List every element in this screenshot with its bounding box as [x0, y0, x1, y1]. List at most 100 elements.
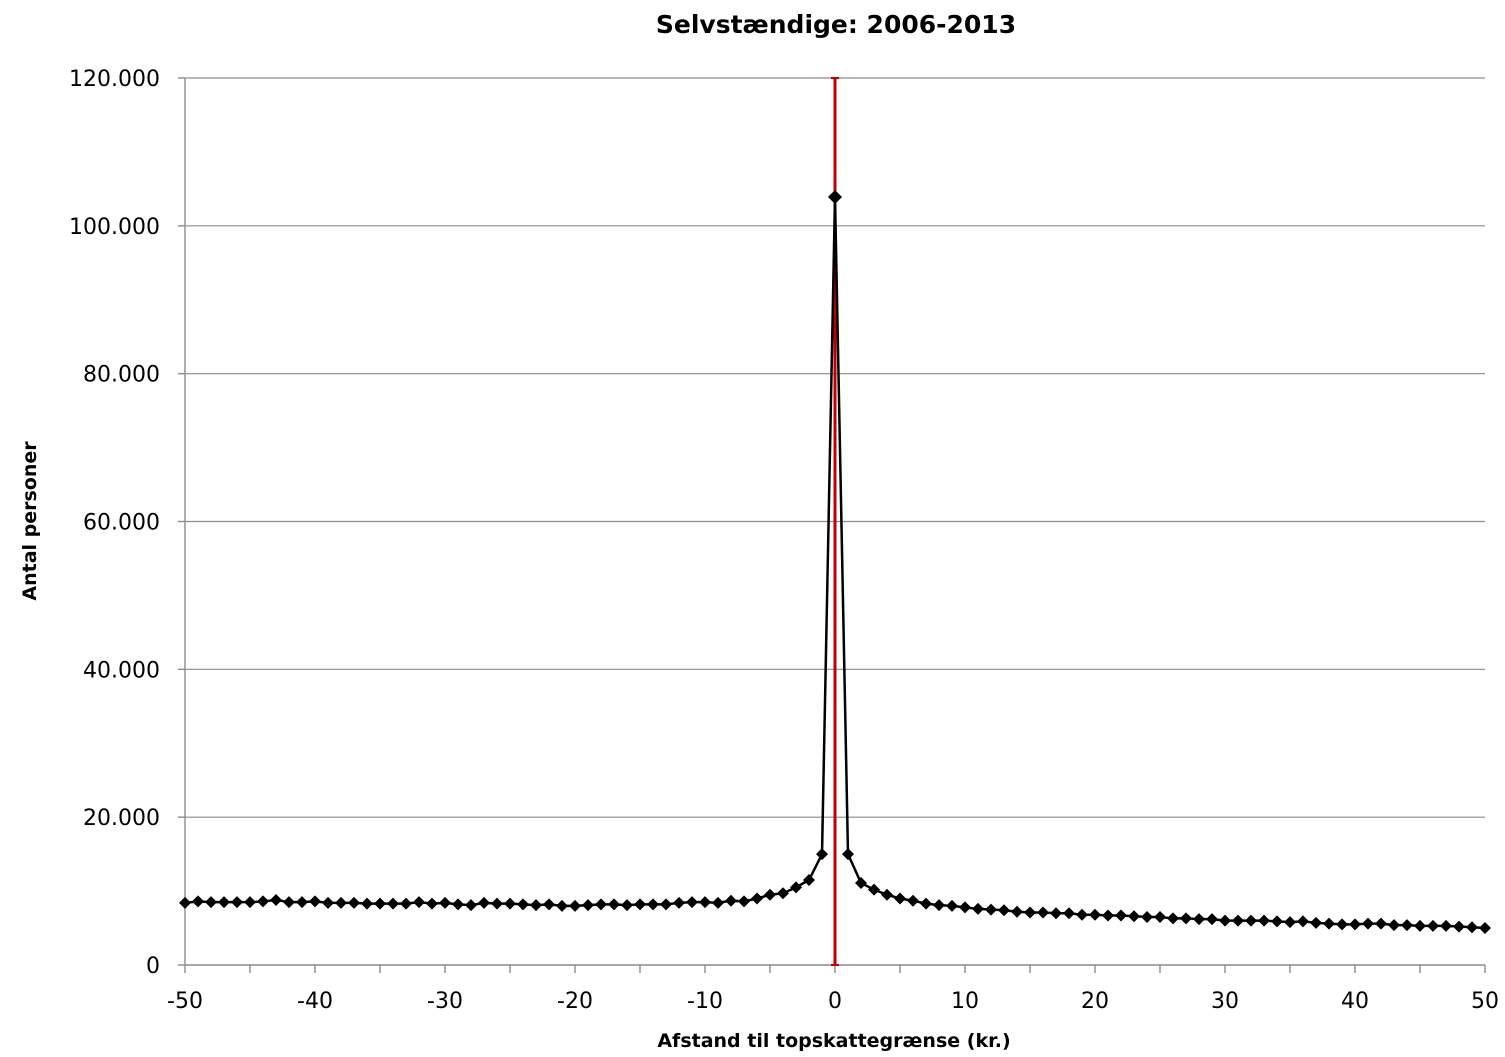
data-point: [933, 899, 945, 912]
data-point: [1466, 921, 1478, 934]
data-point: [556, 899, 568, 912]
data-point: [920, 897, 932, 910]
y-tick-label: 0: [146, 954, 160, 979]
data-point: [959, 901, 971, 914]
data-point: [1258, 914, 1270, 927]
data-point: [894, 892, 906, 905]
data-point: [179, 896, 191, 909]
data-point: [582, 899, 594, 912]
data-point: [322, 896, 334, 909]
data-point: [296, 896, 308, 909]
x-tick-label: -40: [297, 989, 333, 1014]
data-point: [1167, 912, 1179, 925]
x-tick-label: -50: [167, 989, 203, 1014]
data-point: [1180, 912, 1192, 925]
data-point: [1076, 908, 1088, 921]
data-point: [1297, 915, 1309, 928]
data-point: [738, 895, 750, 908]
x-tick-label: 0: [828, 989, 842, 1014]
data-point: [777, 887, 789, 900]
data-point: [257, 895, 269, 908]
data-point: [881, 888, 893, 901]
data-point: [283, 896, 295, 909]
data-point: [348, 896, 360, 909]
data-point: [387, 897, 399, 910]
data-point: [1245, 914, 1257, 927]
data-point: [985, 903, 997, 916]
data-point: [1453, 920, 1465, 933]
x-tick-label: 30: [1211, 989, 1239, 1014]
data-point: [673, 896, 685, 909]
data-point: [335, 896, 347, 909]
x-tick-label: -10: [687, 989, 723, 1014]
tick-labels: 0 20.000 40.000 60.000 80.000 100.000 120.000 -…: [69, 67, 1499, 1014]
x-tick-label: -30: [427, 989, 463, 1014]
data-point: [803, 873, 815, 886]
data-point: [231, 896, 243, 909]
data-point: [751, 892, 763, 905]
data-point: [725, 894, 737, 907]
data-point: [1310, 916, 1322, 929]
x-tick-label: -20: [557, 989, 593, 1014]
data-point: [634, 898, 646, 911]
x-tick-label: 50: [1471, 989, 1499, 1014]
x-tick-label: 20: [1081, 989, 1109, 1014]
data-point: [452, 898, 464, 911]
data-point: [946, 899, 958, 912]
data-point: [1206, 913, 1218, 926]
data-point: [205, 896, 217, 909]
data-point: [1427, 919, 1439, 932]
data-point: [1102, 909, 1114, 922]
data-point: [413, 896, 425, 909]
data-point: [1128, 910, 1140, 923]
data-point: [1232, 914, 1244, 927]
data-point: [439, 896, 451, 909]
y-tick-label: 60.000: [83, 511, 160, 536]
data-point: [842, 848, 854, 861]
data-point: [465, 899, 477, 912]
data-point: [1440, 919, 1452, 932]
x-tick-label: 10: [951, 989, 979, 1014]
data-point: [1193, 913, 1205, 926]
data-point: [998, 904, 1010, 917]
series-group: [179, 190, 1491, 935]
data-point: [608, 898, 620, 911]
data-point: [270, 893, 282, 906]
data-point: [647, 898, 659, 911]
data-point: [1362, 917, 1374, 930]
data-point: [1063, 907, 1075, 920]
data-point: [699, 896, 711, 909]
data-point: [907, 894, 919, 907]
data-point: [1219, 914, 1231, 927]
data-point: [400, 897, 412, 910]
data-point: [1401, 919, 1413, 932]
data-point: [764, 888, 776, 901]
chart-title: Selvstændige: 2006-2013: [656, 10, 1016, 39]
x-tick-label: 40: [1341, 989, 1369, 1014]
data-point: [218, 896, 230, 909]
data-point: [504, 897, 516, 910]
data-point: [1375, 917, 1387, 930]
data-point: [1037, 906, 1049, 919]
data-point: [1115, 909, 1127, 922]
data-point: [1414, 919, 1426, 932]
data-point: [1271, 915, 1283, 928]
data-point: [192, 895, 204, 908]
x-axis-label: Afstand til topskattegrænse (kr.): [657, 1030, 1010, 1052]
data-point: [491, 897, 503, 910]
data-point: [828, 190, 842, 205]
data-point: [309, 895, 321, 908]
data-point: [1479, 922, 1491, 935]
data-point: [855, 876, 867, 889]
data-point: [1089, 908, 1101, 921]
data-point: [530, 899, 542, 912]
data-point: [569, 899, 581, 912]
data-point: [660, 898, 672, 911]
data-point: [1011, 905, 1023, 918]
data-point: [374, 897, 386, 910]
data-point: [972, 902, 984, 915]
data-point: [790, 881, 802, 894]
data-point: [1349, 918, 1361, 931]
